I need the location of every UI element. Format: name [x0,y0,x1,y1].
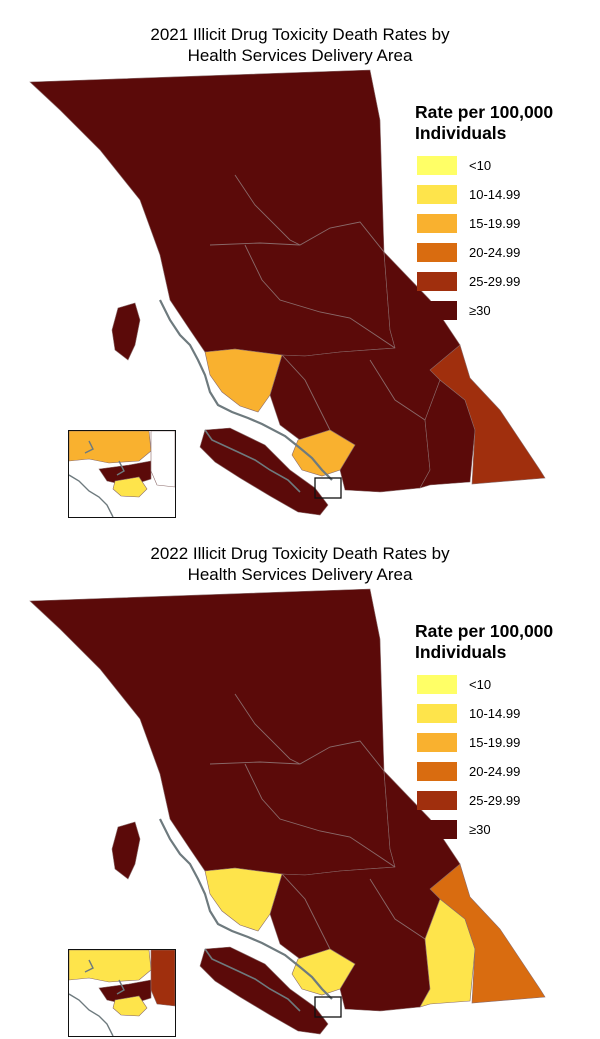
coastline [159,299,333,481]
region-fraser-east [291,948,356,996]
legend-item: 25-29.99 [415,791,595,820]
legend-item: 25-29.99 [415,272,595,301]
inset-region-north [69,950,152,983]
legend-swatch [417,762,457,781]
region-coastal-north [204,867,283,932]
legend-item: <10 [415,156,595,185]
region-north [29,588,396,876]
map-title-line1: 2021 Illicit Drug Toxicity Death Rates b… [150,25,450,44]
legend-label: 15-19.99 [469,735,521,750]
legend-swatch [417,243,457,262]
inset-region-south [112,995,148,1017]
legend-swatch [417,733,457,752]
inset-map-svg [69,950,175,1036]
coastline [159,818,333,1000]
legend-swatch [417,272,457,291]
legend-items: <10 10-14.99 15-19.99 20-24.99 25-29.99 ≥30 [415,156,595,330]
region-fraser-east [291,429,356,477]
legend-label: <10 [469,158,492,173]
inset-region-south [112,476,148,498]
map-title-line1: 2022 Illicit Drug Toxicity Death Rates b… [150,544,450,563]
region-haida-gwaii [111,821,141,880]
legend-label: 25-29.99 [469,793,521,808]
coastline-island [204,429,301,493]
legend-item: ≥30 [415,820,595,849]
map-panel-2021: 2021 Illicit Drug Toxicity Death Rates b… [0,24,600,518]
legend-label: ≥30 [469,822,491,837]
legend-title-line2: Individuals [415,642,507,662]
inset-coastline [69,440,125,517]
legend-swatch [417,156,457,175]
inset-locator-box [314,996,342,1018]
map-title-line2: Health Services Delivery Area [187,46,413,65]
inset-map [68,430,176,518]
legend-item: 10-14.99 [415,185,595,214]
legend-title: Rate per 100,000 Individuals [415,621,595,663]
region-kootenay-east [429,344,546,485]
region-coastal-north [204,348,283,413]
region-kootenay-east [429,863,546,1004]
bc-hsda-map [29,588,546,1035]
coastline-island [204,948,301,1012]
legend-swatch [417,301,457,320]
inset-map [68,949,176,1037]
bc-hsda-map [29,69,546,516]
region-north [29,69,396,357]
legend-label: 10-14.99 [469,187,521,202]
legend-label: 15-19.99 [469,216,521,231]
legend-items: <10 10-14.99 15-19.99 20-24.99 25-29.99 ≥30 [415,675,595,849]
inset-region-east [150,431,175,488]
legend-swatch [417,704,457,723]
legend-item: 20-24.99 [415,762,595,791]
inset-locator-box [314,477,342,499]
legend-title-line2: Individuals [415,123,507,143]
legend-label: 10-14.99 [469,706,521,721]
legend-title: Rate per 100,000 Individuals [415,102,595,144]
legend-swatch [417,791,457,810]
legend-swatch [417,820,457,839]
legend-label: 20-24.99 [469,764,521,779]
inset-map-svg [69,431,175,517]
legend-swatch [417,214,457,233]
legend: Rate per 100,000 Individuals <10 10-14.99… [415,621,595,849]
map-panel-2022: 2022 Illicit Drug Toxicity Death Rates b… [0,519,600,1039]
inset-coastline [69,959,125,1036]
legend-title-line1: Rate per 100,000 [415,621,554,641]
legend-item: 15-19.99 [415,733,595,762]
legend-label: ≥30 [469,303,491,318]
map-title-line2: Health Services Delivery Area [187,565,413,584]
legend-label: <10 [469,677,492,692]
inset-region-east [150,950,175,1007]
map-title: 2021 Illicit Drug Toxicity Death Rates b… [0,24,600,66]
map-title: 2022 Illicit Drug Toxicity Death Rates b… [0,543,600,585]
legend-title-line1: Rate per 100,000 [415,102,554,122]
inset-region-north [69,431,152,464]
legend-item: <10 [415,675,595,704]
hsda-boundaries [209,174,426,431]
legend: Rate per 100,000 Individuals <10 10-14.99… [415,102,595,330]
legend-label: 25-29.99 [469,274,521,289]
legend-item: ≥30 [415,301,595,330]
legend-label: 20-24.99 [469,245,521,260]
region-haida-gwaii [111,302,141,361]
hsda-boundaries [209,693,426,950]
legend-item: 15-19.99 [415,214,595,243]
legend-swatch [417,675,457,694]
legend-swatch [417,185,457,204]
legend-item: 10-14.99 [415,704,595,733]
legend-item: 20-24.99 [415,243,595,272]
